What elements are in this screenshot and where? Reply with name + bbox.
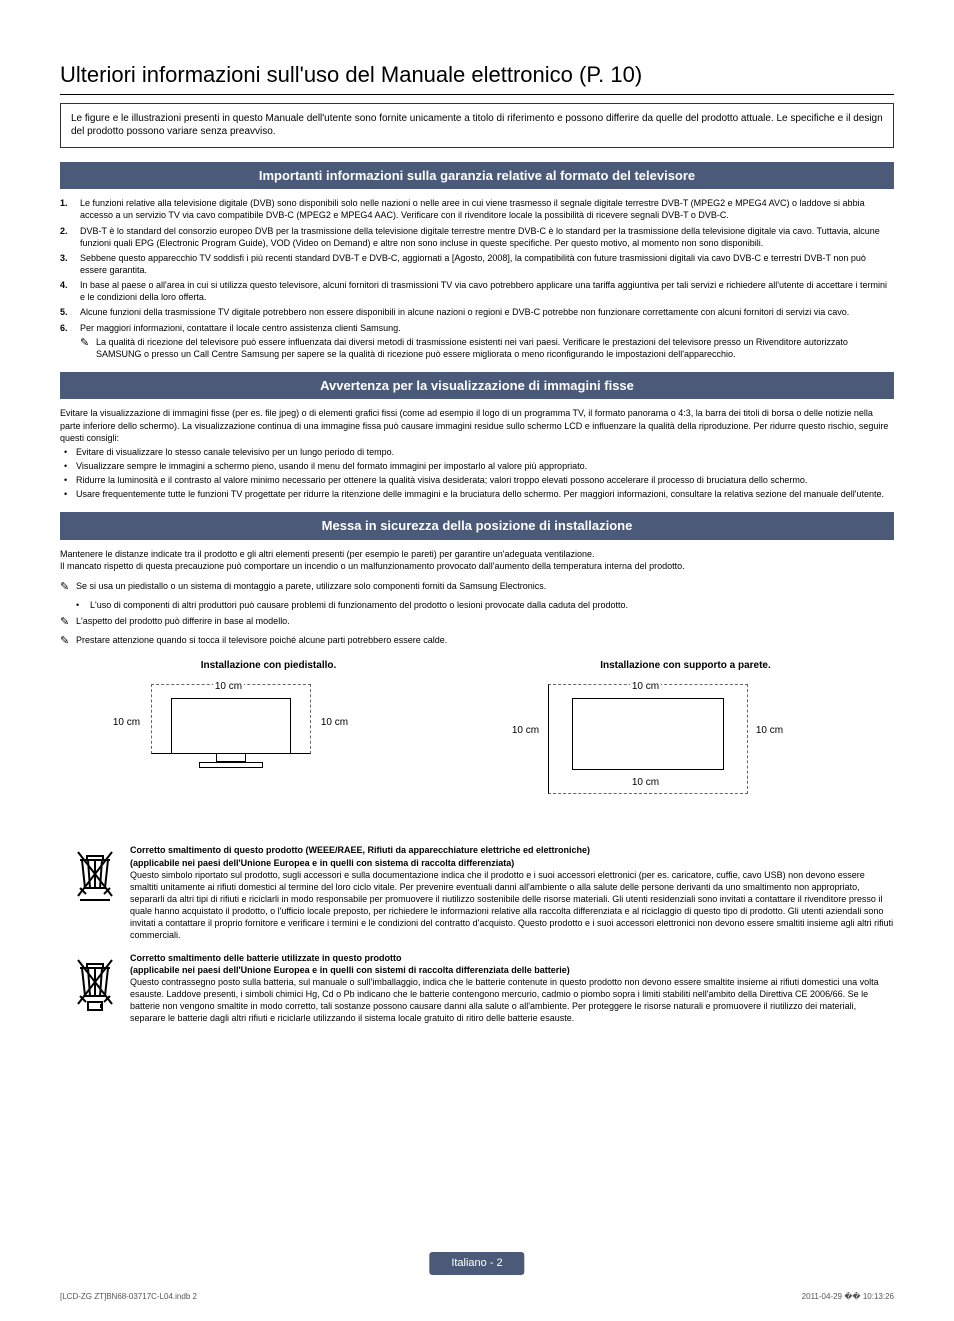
install-note: Prestare attenzione quando si tocca il t… <box>76 634 447 649</box>
weee-text: Corretto smaltimento di questo prodotto … <box>130 844 894 941</box>
weee-subtitle: (applicabile nei paesi dell'Unione Europ… <box>130 857 894 869</box>
wall-diagram: 10 cm 10 cm 10 cm 10 cm <box>498 684 873 814</box>
dist-label: 10 cm <box>213 680 244 694</box>
title-rule <box>60 94 894 95</box>
warranty-text: Le funzioni relative alla televisione di… <box>80 197 894 221</box>
battery-text: Corretto smaltimento delle batterie util… <box>130 952 894 1025</box>
footer-filename: [LCD-ZG ZT]BN68-03717C-L04.indb 2 <box>60 1292 197 1303</box>
dist-label: 10 cm <box>319 716 350 730</box>
still-bullet: •Usare frequentemente tutte le funzioni … <box>60 488 894 500</box>
warranty-header: Importanti informazioni sulla garanzia r… <box>60 162 894 190</box>
install-sub-bullet: •L'uso di componenti di altri produttori… <box>60 599 894 611</box>
warranty-text: DVB-T è lo standard del consorzio europe… <box>80 225 894 249</box>
install-note-row: ✎ L'aspetto del prodotto può differire i… <box>60 615 894 630</box>
still-bullet-text: Visualizzare sempre le immagini a scherm… <box>76 460 587 472</box>
warranty-text: Alcune funzioni della trasmissione TV di… <box>80 306 849 318</box>
note-icon: ✎ <box>60 615 76 630</box>
note-icon: ✎ <box>60 634 76 649</box>
still-bullets: •Evitare di visualizzare lo stesso canal… <box>60 446 894 501</box>
page-number-badge: Italiano - 2 <box>429 1252 524 1275</box>
still-bullet-text: Evitare di visualizzare lo stesso canale… <box>76 446 394 458</box>
dist-label: 10 cm <box>754 724 785 738</box>
install-note: Se si usa un piedistallo o un sistema di… <box>76 580 546 595</box>
warranty-item: 2.DVB-T è lo standard del consorzio euro… <box>60 225 894 249</box>
install-note-row: ✎ Prestare attenzione quando si tocca il… <box>60 634 894 649</box>
weee-body: Questo simbolo riportato sul prodotto, s… <box>130 869 894 942</box>
dist-label: 10 cm <box>630 776 661 790</box>
warranty-text: Per maggiori informazioni, contattare il… <box>80 322 401 334</box>
intro-box: Le figure e le illustrazioni presenti in… <box>60 103 894 148</box>
stand-column: Installazione con piedistallo. 10 cm 10 … <box>81 659 456 815</box>
battery-subtitle: (applicabile nei paesi dell'Unione Europ… <box>130 964 894 976</box>
warranty-item: 3.Sebbene questo apparecchio TV soddisfi… <box>60 252 894 276</box>
wall-heading: Installazione con supporto a parete. <box>498 659 873 673</box>
warranty-item: 5.Alcune funzioni della trasmissione TV … <box>60 306 894 318</box>
dist-label: 10 cm <box>510 724 541 738</box>
page-title: Ulteriori informazioni sull'uso del Manu… <box>60 60 894 90</box>
battery-title: Corretto smaltimento delle batterie util… <box>130 952 894 964</box>
stand-diagram: 10 cm 10 cm 10 cm <box>81 684 456 814</box>
battery-icon <box>60 952 130 1025</box>
warranty-note: La qualità di ricezione del televisore p… <box>96 336 894 360</box>
still-bullet: •Ridurre la luminosità e il contrasto al… <box>60 474 894 486</box>
note-icon: ✎ <box>80 336 96 360</box>
weee-title: Corretto smaltimento di questo prodotto … <box>130 844 894 856</box>
warranty-item: 1.Le funzioni relative alla televisione … <box>60 197 894 221</box>
stand-heading: Installazione con piedistallo. <box>81 659 456 673</box>
wall-column: Installazione con supporto a parete. 10 … <box>498 659 873 815</box>
warranty-note-row: ✎ La qualità di ricezione del televisore… <box>60 336 894 360</box>
still-header: Avvertenza per la visualizzazione di imm… <box>60 372 894 400</box>
install-intro: Mantenere le distanze indicate tra il pr… <box>60 548 894 572</box>
note-icon: ✎ <box>60 580 76 595</box>
install-sub-text: L'uso di componenti di altri produttori … <box>90 599 628 611</box>
still-bullet-text: Usare frequentemente tutte le funzioni T… <box>76 488 884 500</box>
install-header: Messa in sicurezza della posizione di in… <box>60 512 894 540</box>
weee-icon <box>60 844 130 941</box>
dist-label: 10 cm <box>111 716 142 730</box>
battery-row: Corretto smaltimento delle batterie util… <box>60 952 894 1025</box>
still-bullet-text: Ridurre la luminosità e il contrasto al … <box>76 474 807 486</box>
warranty-item: 4.In base al paese o all'area in cui si … <box>60 279 894 303</box>
warranty-text: In base al paese o all'area in cui si ut… <box>80 279 894 303</box>
weee-row: Corretto smaltimento di questo prodotto … <box>60 844 894 941</box>
dist-label: 10 cm <box>630 680 661 694</box>
still-bullet: •Evitare di visualizzare lo stesso canal… <box>60 446 894 458</box>
still-bullet: •Visualizzare sempre le immagini a scher… <box>60 460 894 472</box>
footer-timestamp: 2011-04-29 �� 10:13:26 <box>802 1292 894 1303</box>
install-note-row: ✎ Se si usa un piedistallo o un sistema … <box>60 580 894 595</box>
install-note: L'aspetto del prodotto può differire in … <box>76 615 290 630</box>
install-diagrams: Installazione con piedistallo. 10 cm 10 … <box>60 659 894 815</box>
warranty-text: Sebbene questo apparecchio TV soddisfi i… <box>80 252 894 276</box>
battery-body: Questo contrassegno posto sulla batteria… <box>130 976 894 1025</box>
still-intro: Evitare la visualizzazione di immagini f… <box>60 407 894 443</box>
warranty-item: 6.Per maggiori informazioni, contattare … <box>60 322 894 334</box>
warranty-list: 1.Le funzioni relative alla televisione … <box>60 197 894 333</box>
